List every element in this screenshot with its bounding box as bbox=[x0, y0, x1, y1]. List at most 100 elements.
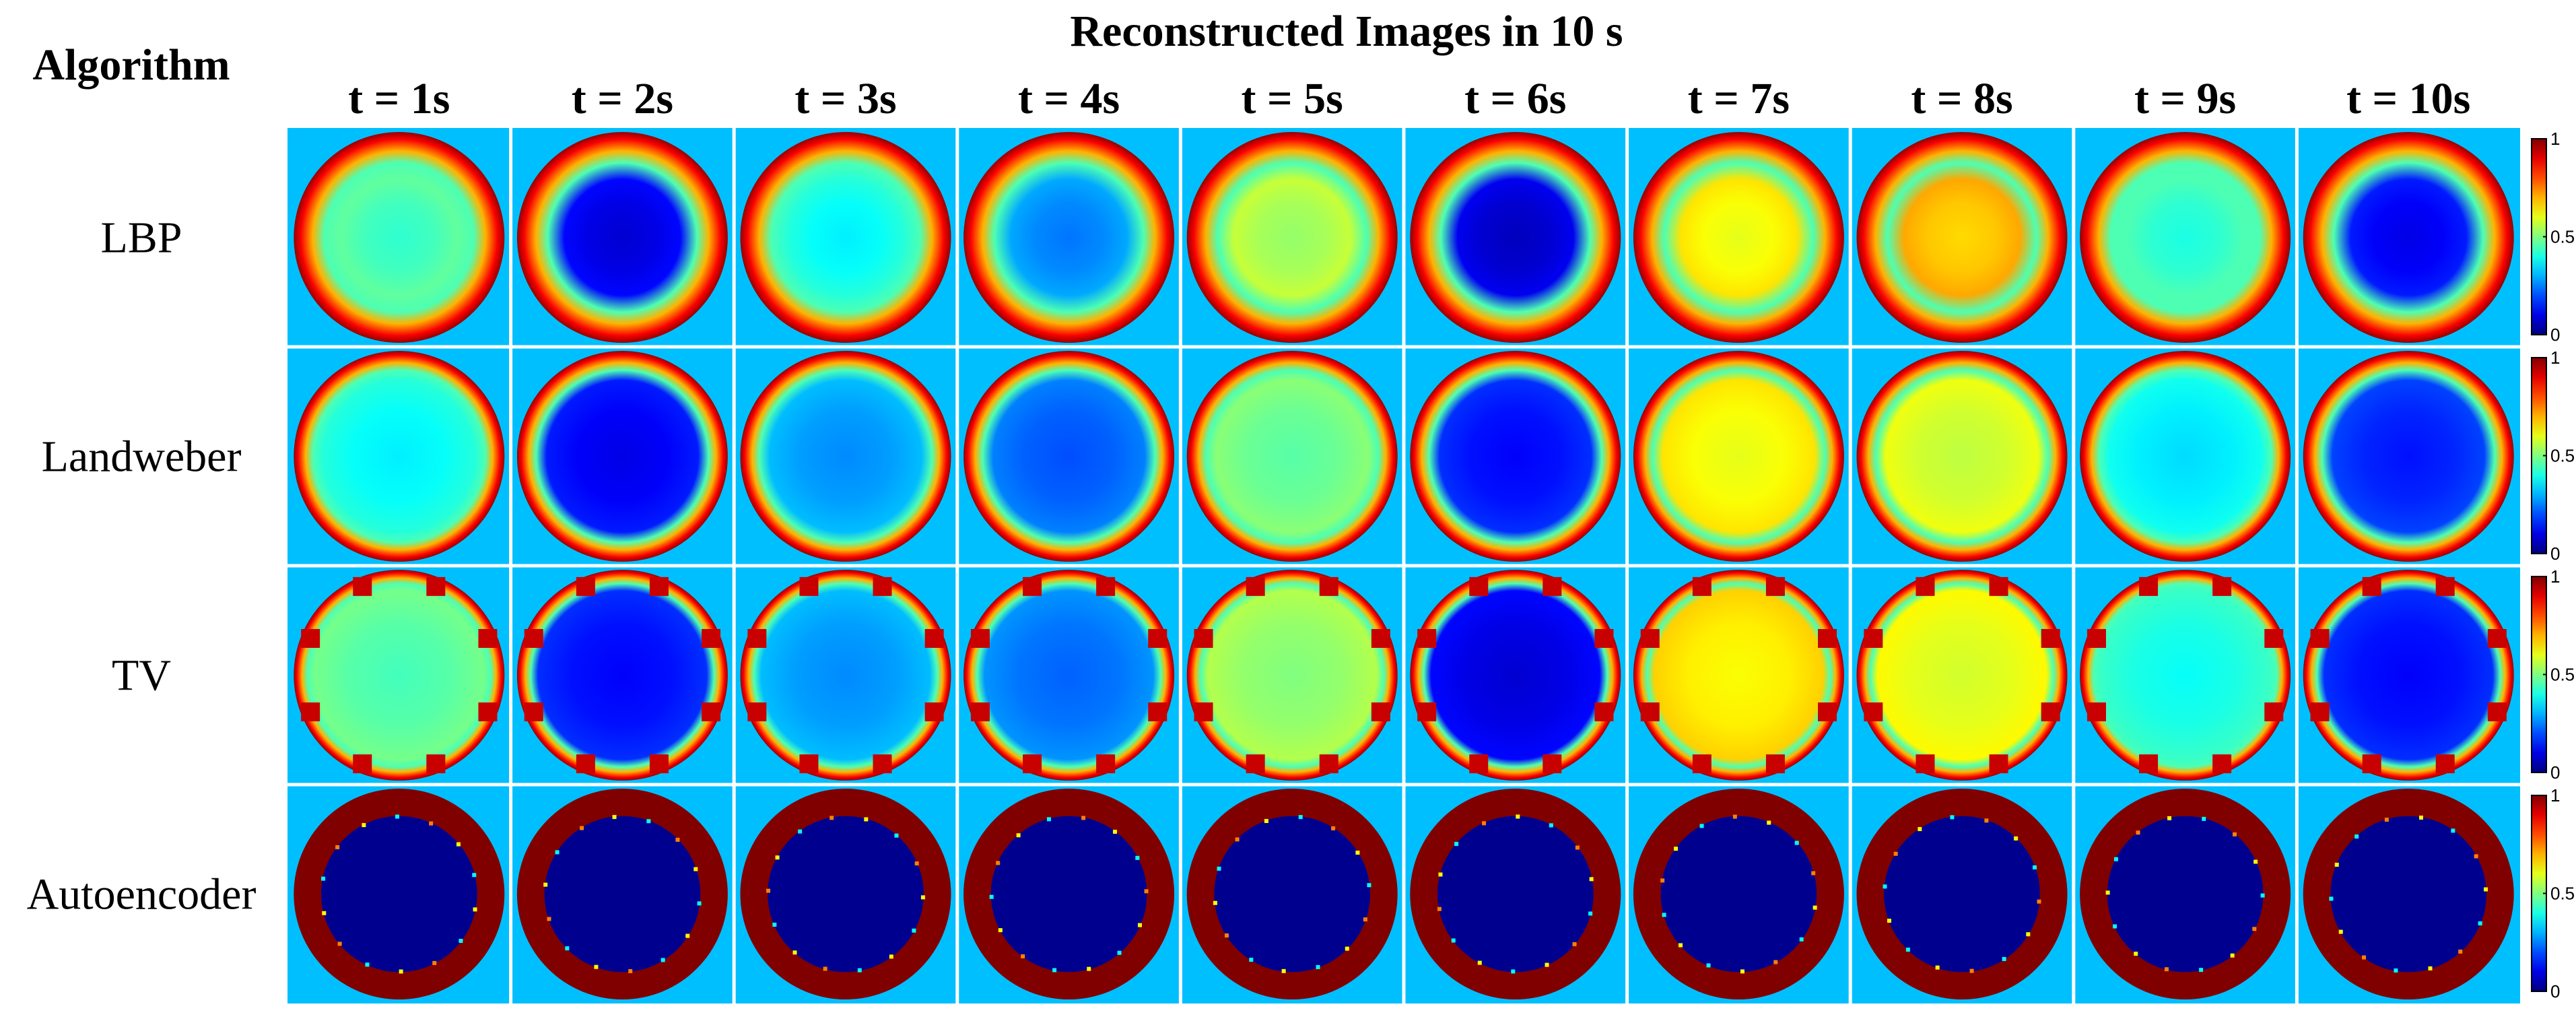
inner-region bbox=[2107, 816, 2264, 973]
speckle bbox=[1589, 877, 1594, 882]
image-cell bbox=[740, 132, 951, 343]
image-cell bbox=[963, 789, 1175, 999]
speckle bbox=[2113, 924, 2117, 929]
reconstruction-disk bbox=[1410, 351, 1621, 562]
image-cell bbox=[516, 570, 728, 781]
electrode-mark bbox=[524, 628, 543, 648]
reconstruction-disk bbox=[1856, 570, 2068, 781]
electrode-mark bbox=[2487, 628, 2507, 648]
speckle bbox=[2113, 857, 2118, 861]
colorbar: 00.51 bbox=[2531, 566, 2575, 783]
speckle bbox=[473, 907, 477, 912]
speckle bbox=[2134, 952, 2138, 956]
electrode-mark bbox=[1148, 702, 1167, 722]
reconstruction-disk bbox=[516, 570, 728, 781]
speckle bbox=[2136, 830, 2140, 835]
speckle bbox=[1572, 942, 1577, 946]
electrode-mark bbox=[1692, 577, 1711, 596]
speckle bbox=[829, 816, 834, 820]
speckle bbox=[1706, 963, 1711, 968]
speckle bbox=[2232, 832, 2237, 836]
speckle bbox=[432, 960, 437, 965]
electrode-mark bbox=[1543, 577, 1562, 596]
electrode-mark bbox=[747, 702, 767, 722]
speckle bbox=[1811, 871, 1816, 876]
speckle bbox=[792, 950, 797, 955]
electrode-mark bbox=[924, 702, 944, 722]
colorbar: 00.51 bbox=[2531, 129, 2575, 345]
reconstruction-disk bbox=[740, 351, 951, 562]
image-cell bbox=[1856, 351, 2068, 562]
electrode-mark bbox=[1023, 754, 1042, 774]
speckle bbox=[1918, 827, 1922, 832]
speckle bbox=[675, 837, 680, 842]
speckle bbox=[1984, 818, 1989, 823]
speckle bbox=[772, 922, 777, 927]
speckle bbox=[1812, 905, 1817, 910]
speckle bbox=[1767, 820, 1771, 825]
electrode-mark bbox=[799, 577, 819, 596]
speckle bbox=[1355, 851, 1360, 855]
electrode-mark bbox=[873, 754, 892, 774]
speckle bbox=[2167, 816, 2172, 820]
electrode-mark bbox=[1469, 577, 1489, 596]
electrode-mark bbox=[649, 577, 669, 596]
speckle bbox=[555, 850, 560, 855]
speckle bbox=[998, 928, 1003, 933]
speckle bbox=[1235, 837, 1240, 842]
speckle bbox=[697, 901, 702, 906]
electrode-mark bbox=[1916, 754, 1935, 774]
electrode-mark bbox=[2264, 628, 2284, 648]
electrode-mark bbox=[747, 628, 767, 648]
speckle bbox=[912, 928, 916, 933]
speckle bbox=[1224, 933, 1229, 937]
speckle bbox=[612, 815, 617, 820]
speckle bbox=[1363, 917, 1367, 922]
image-cell bbox=[963, 570, 1175, 781]
speckle bbox=[547, 917, 551, 921]
column-header: t = 3s bbox=[794, 74, 896, 123]
image-cell bbox=[2303, 351, 2514, 562]
speckle bbox=[1367, 883, 1371, 888]
speckle bbox=[2418, 816, 2423, 820]
reconstruction-disk bbox=[963, 351, 1175, 562]
reconstruction-disk bbox=[963, 570, 1175, 781]
electrode-mark bbox=[1371, 702, 1390, 722]
column-header: t = 1s bbox=[348, 74, 450, 123]
column-headers: t = 1s t = 2s t = 3s t = 4s t = 5s t = 6s t = … bbox=[348, 74, 2470, 123]
speckle bbox=[1660, 878, 1665, 883]
figure-title: Reconstructed Images in 10 s bbox=[1070, 7, 1623, 56]
speckle bbox=[543, 882, 548, 887]
colorbar-tick-label: 1 bbox=[2550, 566, 2560, 587]
image-cell bbox=[1410, 570, 1621, 781]
inner-region bbox=[1884, 816, 2040, 973]
speckle bbox=[1575, 845, 1580, 850]
colorbar-tick-label: 0.5 bbox=[2550, 446, 2575, 466]
electrode-mark bbox=[649, 754, 669, 774]
electrode-mark bbox=[1594, 702, 1614, 722]
electrode-mark bbox=[1989, 577, 2008, 596]
speckle bbox=[1331, 826, 1336, 830]
electrode-mark bbox=[2041, 628, 2060, 648]
image-cell bbox=[2080, 570, 2291, 781]
colorbar-tick-label: 0 bbox=[2550, 544, 2560, 564]
speckle bbox=[2484, 887, 2488, 892]
speckle bbox=[429, 821, 434, 826]
speckle bbox=[1887, 919, 1892, 923]
electrode-mark bbox=[1246, 754, 1265, 774]
image-cell bbox=[1856, 132, 2068, 343]
speckle bbox=[395, 814, 399, 819]
reconstruction-disk bbox=[740, 570, 951, 781]
speckle bbox=[2458, 949, 2463, 954]
speckle bbox=[456, 842, 461, 847]
speckle bbox=[1298, 815, 1303, 820]
speckle bbox=[766, 888, 771, 893]
speckle bbox=[1511, 969, 1516, 974]
speckle bbox=[628, 968, 633, 973]
electrode-mark bbox=[2310, 628, 2330, 648]
speckle bbox=[321, 876, 326, 881]
electrode-mark bbox=[2487, 702, 2507, 722]
speckle bbox=[1950, 815, 1955, 820]
electrode-mark bbox=[353, 754, 372, 774]
speckle bbox=[864, 817, 869, 822]
